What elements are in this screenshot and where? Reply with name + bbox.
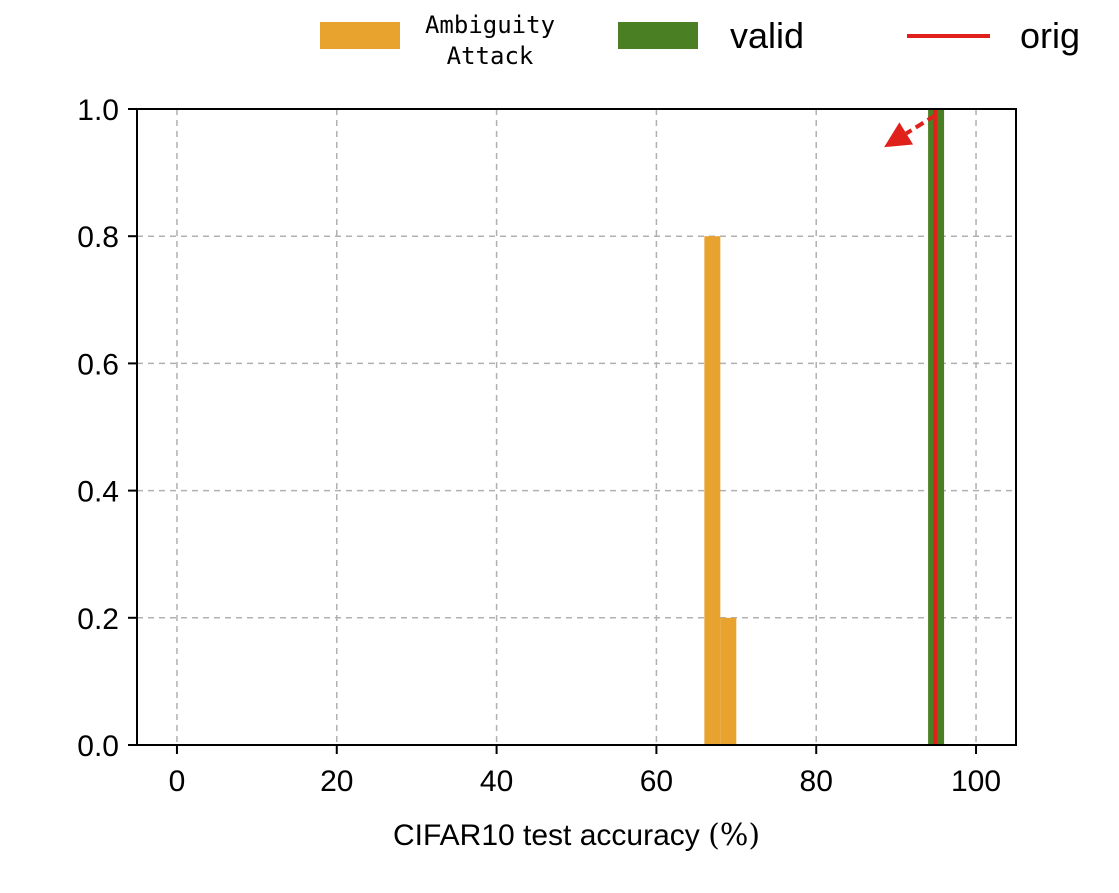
x-tick-label: 40 bbox=[480, 765, 513, 798]
legend-label-ambiguity-attack: Attack bbox=[447, 42, 534, 70]
legend-label-orig: orig bbox=[1020, 15, 1080, 56]
x-tick-label: 60 bbox=[640, 765, 673, 798]
legend-label-ambiguity-attack: Ambiguity bbox=[425, 11, 555, 39]
ticks: 0 20 40 60 80 100 0.0 0.2 0.4 0.6 0.8 1.0 bbox=[77, 94, 1001, 798]
lines bbox=[884, 109, 938, 745]
x-tick-label: 0 bbox=[169, 765, 186, 798]
legend-label-valid: valid bbox=[730, 15, 804, 56]
legend-swatch-valid bbox=[618, 22, 698, 49]
y-tick-label: 1.0 bbox=[77, 94, 119, 127]
y-tick-label: 0.8 bbox=[77, 221, 119, 254]
bar-ambiguity-attack-1 bbox=[720, 617, 737, 745]
grid bbox=[137, 108, 1016, 746]
y-tick-label: 0.0 bbox=[77, 730, 119, 763]
legend: Ambiguity Attack valid orig bbox=[320, 11, 1080, 70]
y-tick-label: 0.6 bbox=[77, 348, 119, 381]
annotation-arrow-shaft bbox=[905, 113, 937, 136]
x-tick-label: 20 bbox=[320, 765, 353, 798]
x-tick-label: 80 bbox=[800, 765, 833, 798]
annotation-arrow-head bbox=[884, 122, 914, 148]
y-tick-label: 0.4 bbox=[77, 476, 119, 509]
y-tick-label: 0.2 bbox=[77, 603, 119, 636]
bars bbox=[704, 109, 945, 745]
x-tick-label: 100 bbox=[951, 765, 1001, 798]
plot-frame bbox=[136, 108, 1017, 746]
x-axis-label: CIFAR10 test accuracy (%) bbox=[393, 818, 760, 853]
bar-ambiguity-attack-0 bbox=[704, 236, 721, 745]
legend-swatch-ambiguity-attack bbox=[320, 22, 400, 49]
